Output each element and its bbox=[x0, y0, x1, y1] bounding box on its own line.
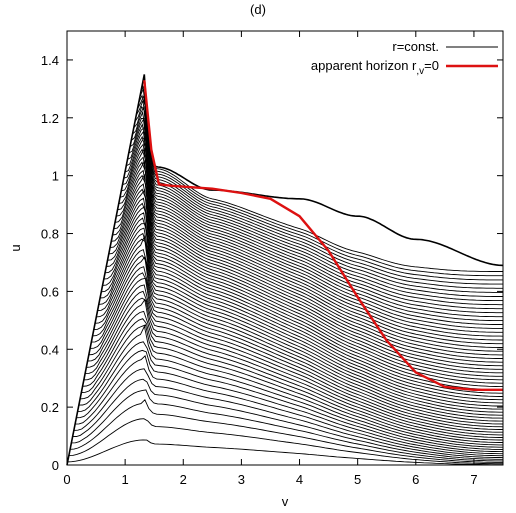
r-const-line bbox=[111, 183, 503, 374]
x-tick-label: 1 bbox=[122, 472, 129, 487]
r-const-line bbox=[132, 110, 503, 310]
x-tick-label: 2 bbox=[180, 472, 187, 487]
x-tick-label: 0 bbox=[63, 472, 70, 487]
r-const-envelope-left bbox=[66, 74, 146, 466]
r-const-line bbox=[124, 135, 503, 333]
x-tick-label: 4 bbox=[296, 472, 303, 487]
r-const-line bbox=[133, 105, 503, 306]
r-const-line bbox=[80, 324, 503, 448]
r-const-line bbox=[143, 77, 503, 272]
r-const-curves bbox=[66, 74, 504, 466]
r-const-line bbox=[83, 298, 503, 441]
r-const-line bbox=[73, 368, 504, 459]
r-const-line bbox=[141, 83, 503, 277]
r-const-line bbox=[103, 212, 503, 394]
r-const-line bbox=[123, 135, 504, 337]
r-const-line bbox=[121, 148, 503, 345]
r-const-line bbox=[130, 117, 503, 314]
r-const-line bbox=[137, 93, 503, 293]
r-const-line bbox=[99, 227, 503, 404]
r-const-line bbox=[127, 126, 504, 326]
r-const-line bbox=[117, 161, 503, 356]
x-tick-label: 7 bbox=[470, 472, 477, 487]
r-const-line bbox=[116, 159, 503, 359]
r-const-line bbox=[72, 378, 503, 460]
apparent-horizon-line bbox=[143, 80, 503, 391]
r-const-line bbox=[87, 284, 503, 433]
r-const-line bbox=[96, 234, 503, 413]
r-const-line bbox=[113, 174, 504, 367]
r-const-line bbox=[118, 156, 503, 352]
r-const-line bbox=[128, 123, 503, 322]
x-tick-label: 6 bbox=[412, 472, 419, 487]
r-const-line bbox=[122, 143, 503, 341]
x-axis-label: v bbox=[282, 494, 289, 509]
r-const-line bbox=[107, 197, 503, 384]
apparent-horizon-curve bbox=[143, 80, 503, 391]
y-tick-label: 0.2 bbox=[41, 400, 59, 415]
r-const-line bbox=[134, 105, 503, 302]
r-const-line bbox=[90, 272, 504, 428]
x-tick-label: 5 bbox=[354, 472, 361, 487]
chart-title: (d) bbox=[250, 2, 266, 17]
r-const-line bbox=[139, 87, 503, 285]
r-const-line bbox=[126, 130, 504, 329]
y-tick-label: 0.4 bbox=[41, 342, 59, 357]
r-const-line bbox=[91, 266, 504, 425]
r-const-line bbox=[81, 318, 503, 446]
y-tick-label: 1 bbox=[52, 169, 59, 184]
axis-ticks: 0 1 2 3 4 5 6 7 0 0.2 0.4 0.6 0.8 1 1.2 1.4 bbox=[41, 31, 503, 487]
r-const-line bbox=[95, 248, 503, 416]
r-const-line bbox=[93, 254, 504, 419]
legend: r=const. apparent horizon r,v=0 bbox=[311, 39, 498, 77]
r-const-line bbox=[112, 173, 503, 370]
r-const-line bbox=[102, 217, 503, 397]
r-const-line bbox=[97, 238, 503, 410]
legend-label-apparent-horizon-suffix: =0 bbox=[424, 58, 439, 73]
y-tick-label: 0.8 bbox=[41, 227, 59, 242]
r-const-line bbox=[129, 118, 503, 318]
r-const-line bbox=[85, 297, 503, 438]
r-const-line bbox=[82, 310, 503, 443]
r-const-line bbox=[67, 439, 503, 466]
r-const-line bbox=[68, 418, 503, 465]
r-const-line bbox=[108, 189, 503, 381]
x-tick-label: 3 bbox=[238, 472, 245, 487]
r-const-line bbox=[138, 94, 503, 289]
plot-frame bbox=[66, 30, 504, 466]
r-const-line bbox=[75, 355, 503, 457]
r-const-line bbox=[76, 349, 503, 455]
legend-label-apparent-horizon-main: apparent horizon r bbox=[311, 58, 417, 73]
r-const-line bbox=[109, 188, 503, 377]
r-const-line bbox=[98, 232, 503, 407]
y-tick-label: 0.6 bbox=[41, 284, 59, 299]
legend-label-apparent-horizon-subscript: ,v bbox=[416, 66, 424, 77]
r-const-line bbox=[92, 255, 503, 422]
r-const-line bbox=[86, 290, 503, 436]
r-const-line bbox=[101, 223, 503, 401]
y-axis-label: u bbox=[8, 244, 23, 251]
legend-label-apparent-horizon: apparent horizon r,v=0 bbox=[311, 58, 439, 77]
r-const-line bbox=[78, 324, 504, 450]
r-const-line bbox=[135, 100, 503, 297]
r-const-line bbox=[77, 341, 503, 453]
y-tick-label: 1.4 bbox=[41, 53, 59, 68]
r-const-line bbox=[88, 277, 503, 430]
r-const-line bbox=[70, 399, 503, 463]
y-tick-label: 0 bbox=[52, 458, 59, 473]
r-const-line bbox=[71, 389, 504, 462]
r-const-line bbox=[106, 202, 503, 388]
y-tick-label: 1.2 bbox=[41, 111, 59, 126]
r-const-line bbox=[119, 146, 503, 348]
legend-label-r-const: r=const. bbox=[392, 39, 439, 54]
r-const-line bbox=[114, 169, 503, 363]
